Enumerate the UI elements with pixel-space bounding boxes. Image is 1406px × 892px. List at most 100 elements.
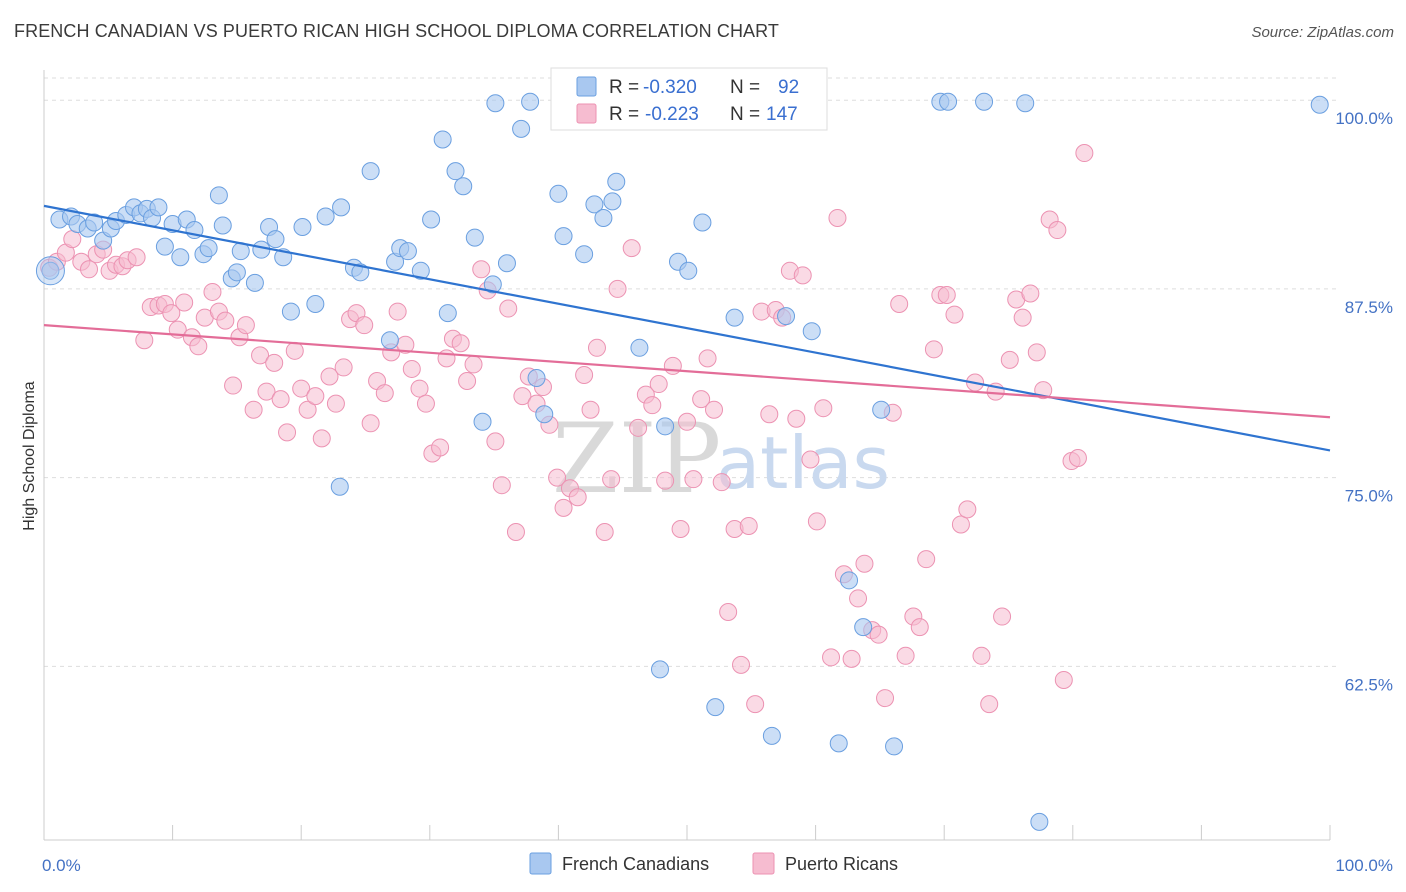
data-point-french-canadians	[155, 237, 174, 256]
legend-n-value: 92	[778, 77, 799, 98]
data-point-puerto-ricans	[629, 418, 648, 437]
legend-label-french-canadians: French Canadians	[562, 854, 709, 874]
data-point-puerto-ricans	[814, 399, 833, 418]
data-point-french-canadians	[840, 571, 859, 590]
data-point-puerto-ricans	[326, 394, 345, 413]
data-point-puerto-ricans	[486, 432, 505, 451]
data-point-puerto-ricans	[842, 649, 861, 668]
data-point-french-canadians	[706, 698, 725, 717]
data-point-puerto-ricans	[945, 305, 964, 324]
legend-swatch-french-canadians	[576, 76, 597, 97]
data-point-puerto-ricans	[972, 646, 991, 665]
legend-r-value: -0.320	[643, 77, 697, 98]
data-point-french-canadians	[266, 230, 285, 249]
data-point-french-canadians	[725, 308, 744, 327]
data-point-puerto-ricans	[236, 316, 255, 335]
y-axis-title: High School Diploma	[21, 381, 38, 531]
legend-r-label: R =	[609, 77, 639, 98]
data-point-puerto-ricans	[285, 341, 304, 360]
data-point-puerto-ricans	[320, 367, 339, 386]
data-point-puerto-ricans	[807, 512, 826, 531]
data-point-puerto-ricans	[656, 471, 675, 490]
data-point-french-canadians	[252, 240, 271, 259]
data-point-puerto-ricans	[896, 646, 915, 665]
data-point-puerto-ricans	[361, 414, 380, 433]
data-point-french-canadians	[438, 304, 457, 323]
data-point-puerto-ricans	[643, 396, 662, 415]
data-point-puerto-ricans	[513, 387, 532, 406]
data-point-puerto-ricans	[451, 334, 470, 353]
data-point-french-canadians	[486, 94, 505, 113]
data-point-puerto-ricans	[355, 316, 374, 335]
data-point-french-canadians	[433, 130, 452, 149]
data-point-puerto-ricans	[678, 412, 696, 431]
data-point-puerto-ricans	[402, 359, 421, 378]
data-point-puerto-ricans	[431, 438, 450, 457]
chart-title: FRENCH CANADIAN VS PUERTO RICAN HIGH SCH…	[14, 21, 780, 41]
data-point-french-canadians	[199, 239, 218, 258]
data-point-french-canadians	[656, 417, 675, 436]
data-point-puerto-ricans	[980, 695, 999, 714]
data-point-french-canadians	[293, 218, 312, 237]
data-point-french-canadians	[762, 726, 781, 745]
data-point-french-canadians	[650, 660, 669, 679]
legend-swatch-puerto-ricans	[752, 852, 775, 875]
data-point-puerto-ricans	[787, 409, 806, 428]
data-point-puerto-ricans	[993, 607, 1012, 626]
data-point-puerto-ricans	[876, 689, 895, 708]
data-point-puerto-ricans	[575, 365, 594, 384]
data-point-puerto-ricans	[746, 695, 765, 714]
data-point-puerto-ricans	[937, 285, 956, 304]
data-point-puerto-ricans	[306, 387, 325, 406]
data-point-french-canadians	[575, 245, 594, 264]
data-point-puerto-ricans	[257, 382, 276, 401]
data-point-puerto-ricans	[278, 423, 297, 442]
data-point-puerto-ricans	[595, 523, 614, 541]
data-point-french-canadians	[603, 192, 622, 211]
data-point-puerto-ricans	[548, 468, 567, 487]
data-point-puerto-ricans	[271, 390, 290, 409]
data-point-puerto-ricans	[464, 355, 483, 374]
data-point-french-canadians	[829, 734, 848, 753]
legend-n-value: 147	[766, 104, 798, 125]
data-point-puerto-ricans	[869, 625, 888, 644]
data-point-puerto-ricans	[127, 248, 146, 267]
data-point-french-canadians	[527, 369, 546, 387]
legend-swatch-puerto-ricans	[576, 103, 597, 124]
data-point-puerto-ricans	[506, 523, 525, 541]
data-point-puerto-ricans	[739, 516, 758, 535]
data-point-puerto-ricans	[1027, 343, 1046, 362]
data-point-puerto-ricans	[251, 346, 270, 365]
legend-swatch-french-canadians	[529, 852, 552, 875]
data-point-french-canadians	[330, 477, 349, 496]
y-tick-label: 87.5%	[1345, 298, 1393, 317]
data-point-french-canadians	[245, 273, 264, 292]
data-point-puerto-ricans	[671, 519, 690, 538]
data-point-french-canadians	[607, 172, 626, 191]
data-point-french-canadians	[939, 92, 958, 111]
data-point-puerto-ricans	[649, 375, 668, 394]
data-point-puerto-ricans	[712, 473, 731, 492]
data-point-french-canadians	[454, 177, 473, 196]
data-point-puerto-ricans	[265, 353, 284, 372]
data-point-puerto-ricans	[216, 311, 235, 330]
data-point-french-canadians	[35, 256, 65, 286]
x-tick-label: 100.0%	[1335, 856, 1393, 875]
data-point-puerto-ricans	[732, 655, 751, 674]
trend-line-puerto-ricans	[43, 324, 1331, 419]
data-point-french-canadians	[227, 263, 246, 282]
data-point-french-canadians	[473, 412, 492, 431]
data-point-puerto-ricans	[822, 648, 841, 667]
data-point-french-canadians	[332, 198, 351, 217]
data-point-puerto-ricans	[581, 400, 600, 419]
legend-r-label: R =	[609, 104, 639, 125]
data-point-french-canadians	[1016, 94, 1035, 113]
data-point-french-canadians	[802, 322, 821, 341]
data-point-french-canadians	[465, 228, 484, 247]
data-point-puerto-ricans	[698, 349, 717, 368]
data-point-french-canadians	[854, 618, 873, 637]
legend-n-label: N =	[730, 77, 760, 98]
data-point-puerto-ricans	[1048, 221, 1067, 240]
data-point-puerto-ricans	[705, 400, 724, 419]
